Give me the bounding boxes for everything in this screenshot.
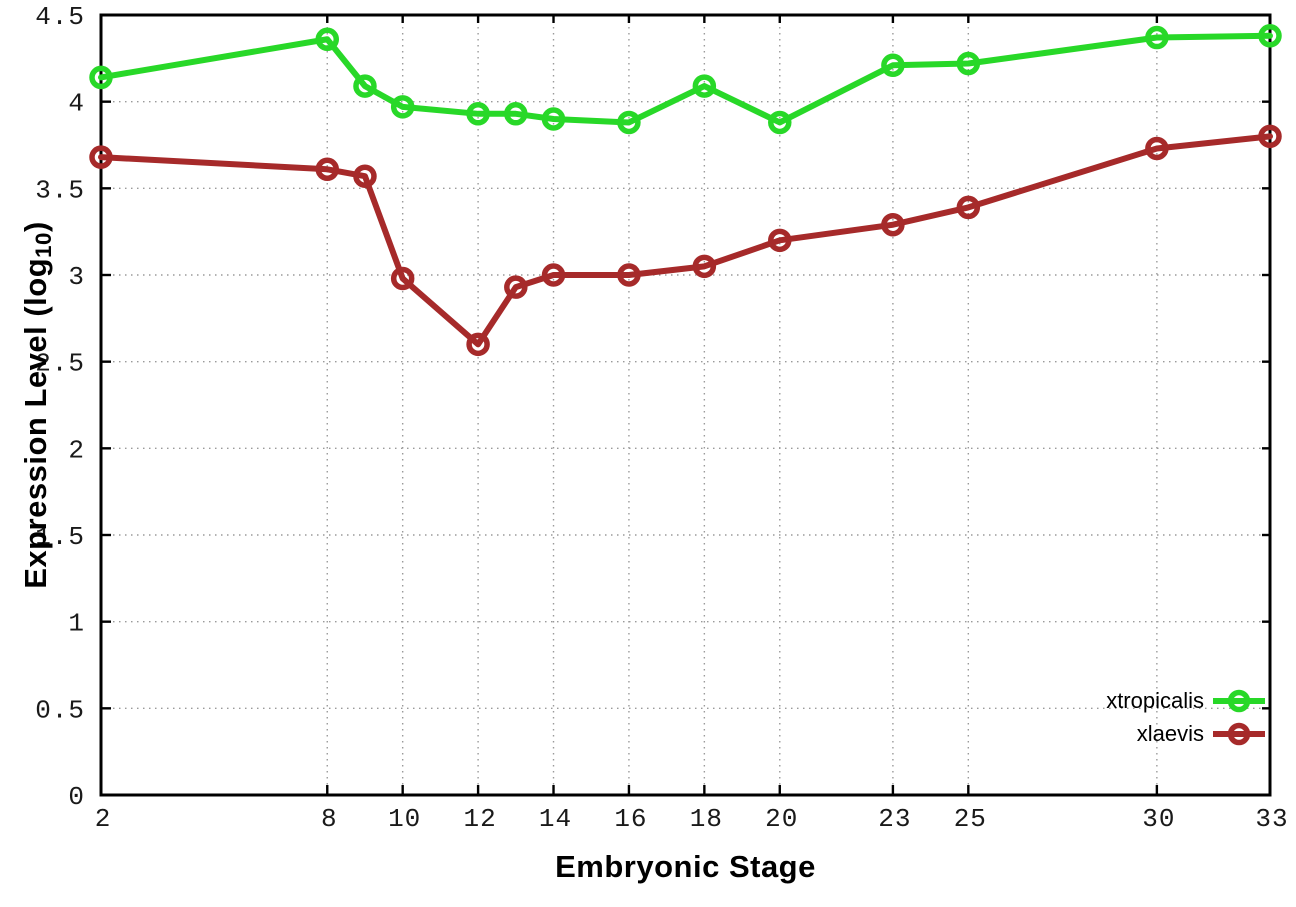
data-point-xlaevis <box>504 275 528 299</box>
data-point-xlaevis <box>1145 136 1169 161</box>
data-point-xtropicalis <box>881 53 905 78</box>
y-tick-label: 2.5 <box>35 349 85 379</box>
data-point-xlaevis <box>692 254 717 279</box>
data-point-xlaevis <box>390 266 415 291</box>
y-tick-label: 1 <box>68 609 85 639</box>
data-point-xtropicalis <box>315 27 340 52</box>
x-tick-label: 18 <box>690 804 723 834</box>
data-point-xlaevis <box>89 145 113 169</box>
x-tick-label: 10 <box>388 804 421 834</box>
data-point-xlaevis <box>956 195 981 220</box>
legend-label: xlaevis <box>1136 720 1204 746</box>
data-point-xtropicalis <box>692 74 717 98</box>
y-tick-label: 0 <box>68 782 85 812</box>
x-tick-label: 16 <box>614 804 647 834</box>
data-point-xlaevis <box>315 157 340 182</box>
data-point-xtropicalis <box>390 95 415 119</box>
data-point-xtropicalis <box>353 74 377 98</box>
data-point-xtropicalis <box>466 102 490 126</box>
x-tick-label: 8 <box>321 804 338 834</box>
data-point-xtropicalis <box>1258 24 1282 48</box>
y-axis-title-subscript: 10 <box>30 232 56 258</box>
legend-item-xtropicalis: xtropicalis <box>1106 684 1265 717</box>
legend-item-xlaevis: xlaevis <box>1106 717 1265 750</box>
x-tick-label: 20 <box>765 804 798 834</box>
y-tick-label: 1.5 <box>35 522 85 552</box>
y-tick-label: 3 <box>68 262 85 292</box>
y-axis-title-text: Expression Level (log <box>18 257 53 589</box>
legend-sample-line-icon <box>1213 689 1265 712</box>
x-tick-label: 2 <box>95 804 112 834</box>
y-tick-label: 3.5 <box>35 175 85 205</box>
data-point-xtropicalis <box>541 107 566 131</box>
data-point-xtropicalis <box>1145 25 1169 50</box>
data-point-xtropicalis <box>956 51 981 76</box>
x-tick-label: 14 <box>539 804 572 834</box>
data-point-xlaevis <box>1258 124 1282 149</box>
x-tick-label: 25 <box>954 804 987 834</box>
x-tick-label: 33 <box>1255 804 1288 834</box>
y-tick-label: 4.5 <box>35 2 85 32</box>
x-tick-label: 12 <box>463 804 496 834</box>
legend: xtropicalis xlaevis <box>1106 684 1265 750</box>
series-line-xlaevis <box>98 133 1273 348</box>
legend-label: xtropicalis <box>1106 687 1204 713</box>
y-axis-title-close: ) <box>18 221 53 233</box>
y-tick-label: 2 <box>68 435 85 465</box>
data-point-xtropicalis <box>768 110 792 135</box>
data-point-xlaevis <box>541 263 566 287</box>
data-point-xtropicalis <box>617 110 641 135</box>
y-axis-title: Expression Level (log10) <box>18 221 56 589</box>
x-tick-label: 23 <box>878 804 911 834</box>
data-point-xtropicalis <box>89 65 113 90</box>
data-point-xlaevis <box>466 332 490 357</box>
data-point-xlaevis <box>881 212 905 237</box>
y-tick-label: 4 <box>68 89 85 119</box>
y-tick-label: 0.5 <box>35 695 85 725</box>
x-axis-title: Embryonic Stage <box>555 849 816 884</box>
x-tick-label: 30 <box>1142 804 1175 834</box>
data-point-xtropicalis <box>504 102 528 126</box>
data-point-xlaevis <box>617 263 641 287</box>
legend-sample-line-icon <box>1213 722 1265 745</box>
data-point-xlaevis <box>353 164 377 188</box>
series-line-xtropicalis <box>98 32 1273 126</box>
data-point-xlaevis <box>768 228 792 253</box>
plot-border <box>99 13 1272 797</box>
